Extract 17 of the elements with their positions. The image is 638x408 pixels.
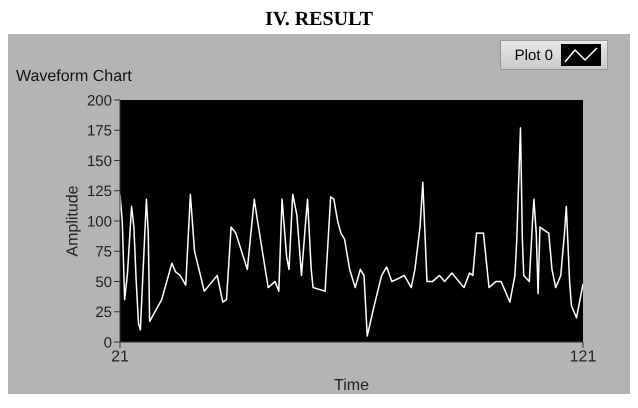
y-tick-label: 25 [95, 304, 112, 322]
y-tick-label: 75 [95, 244, 112, 261]
line-series [120, 127, 583, 337]
y-tick-label: 200 [86, 92, 112, 110]
legend-label: Plot 0 [514, 46, 553, 64]
y-tick-label: 150 [86, 152, 112, 170]
y-tick-label: 100 [86, 213, 112, 230]
y-tick-label: 175 [86, 122, 112, 140]
x-axis-title: Time [334, 377, 370, 394]
chart-subtitle: Waveform Chart [16, 68, 132, 86]
x-tick-label: 121 [570, 348, 596, 366]
y-axis-title: Amplitude [64, 185, 82, 257]
x-tick-label: 21 [111, 348, 129, 366]
chart-title: IV. RESULT [264, 8, 374, 32]
y-tick-label: 125 [86, 183, 112, 200]
y-tick-label: 50 [95, 274, 112, 291]
y-tick-label: 0 [104, 334, 112, 352]
